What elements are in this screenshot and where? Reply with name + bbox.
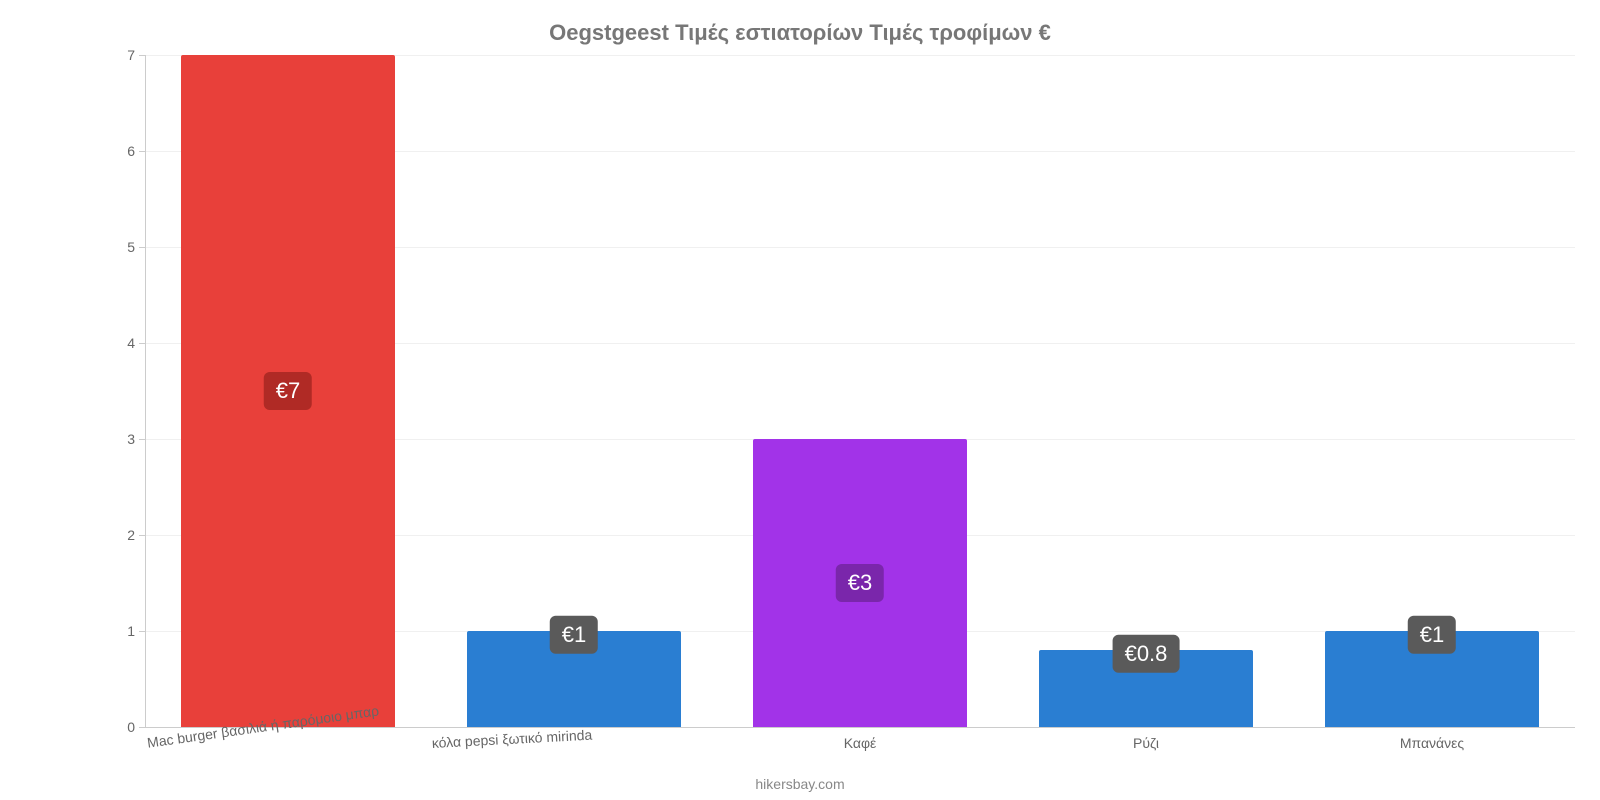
bar-value-badge: €1 xyxy=(550,616,598,654)
x-tick-label: κόλα pepsi ξωτικό mirinda xyxy=(431,719,593,751)
y-axis xyxy=(145,55,146,727)
chart-title: Oegstgeest Τιμές εστιατορίων Τιμές τροφί… xyxy=(0,0,1600,55)
x-tick-label: Ρύζι xyxy=(1133,727,1159,751)
price-bar-chart: Oegstgeest Τιμές εστιατορίων Τιμές τροφί… xyxy=(0,0,1600,800)
x-tick-label: Μπανάνες xyxy=(1400,727,1464,751)
attribution-text: hikersbay.com xyxy=(0,776,1600,792)
bar-value-badge: €3 xyxy=(836,564,884,602)
plot-area: 01234567€7Mac burger βασιλιά ή παρόμοιο … xyxy=(145,55,1575,727)
bar-value-badge: €1 xyxy=(1408,616,1456,654)
x-tick-label: Καφέ xyxy=(844,727,877,751)
bar-value-badge: €0.8 xyxy=(1113,635,1180,673)
bar-value-badge: €7 xyxy=(264,372,312,410)
